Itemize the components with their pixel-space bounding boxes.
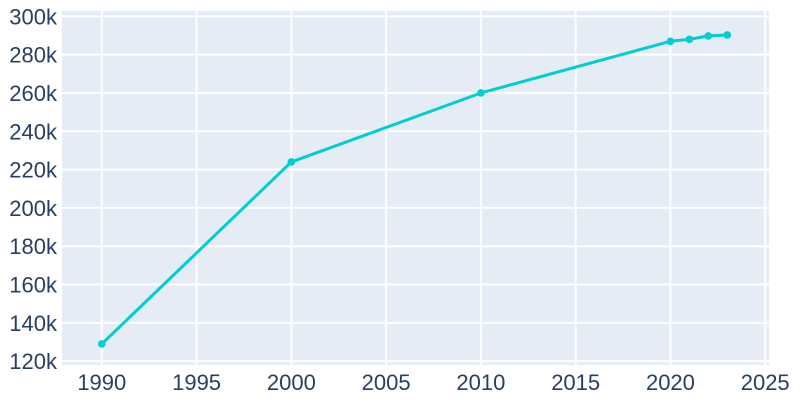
- y-tick-label: 260k: [9, 81, 58, 106]
- data-point-marker: [98, 340, 106, 348]
- x-tick-label: 1995: [172, 370, 221, 395]
- plot-area-background: [62, 11, 769, 365]
- data-point-marker: [685, 35, 694, 44]
- y-tick-label: 240k: [9, 119, 58, 144]
- data-point-marker: [477, 89, 485, 97]
- data-point-marker: [723, 31, 732, 39]
- x-tick-label: 2010: [456, 370, 505, 395]
- y-tick-label: 280k: [9, 43, 58, 68]
- y-tick-label: 220k: [9, 158, 58, 183]
- x-tick-label: 2025: [741, 370, 790, 395]
- y-tick-label: 120k: [9, 349, 58, 374]
- x-tick-label: 1990: [77, 370, 126, 395]
- data-point-marker: [666, 37, 675, 46]
- x-tick-label: 2015: [551, 370, 600, 395]
- y-tick-label: 200k: [9, 196, 58, 221]
- x-tick-label: 2020: [646, 370, 695, 395]
- data-point-marker: [704, 32, 713, 40]
- y-tick-label: 300k: [9, 4, 58, 29]
- y-tick-label: 180k: [9, 234, 58, 259]
- data-point-marker: [287, 158, 296, 166]
- y-tick-label: 160k: [9, 273, 58, 298]
- y-tick-label: 140k: [9, 311, 58, 336]
- x-tick-label: 2000: [267, 370, 316, 395]
- x-tick-label: 2005: [362, 370, 411, 395]
